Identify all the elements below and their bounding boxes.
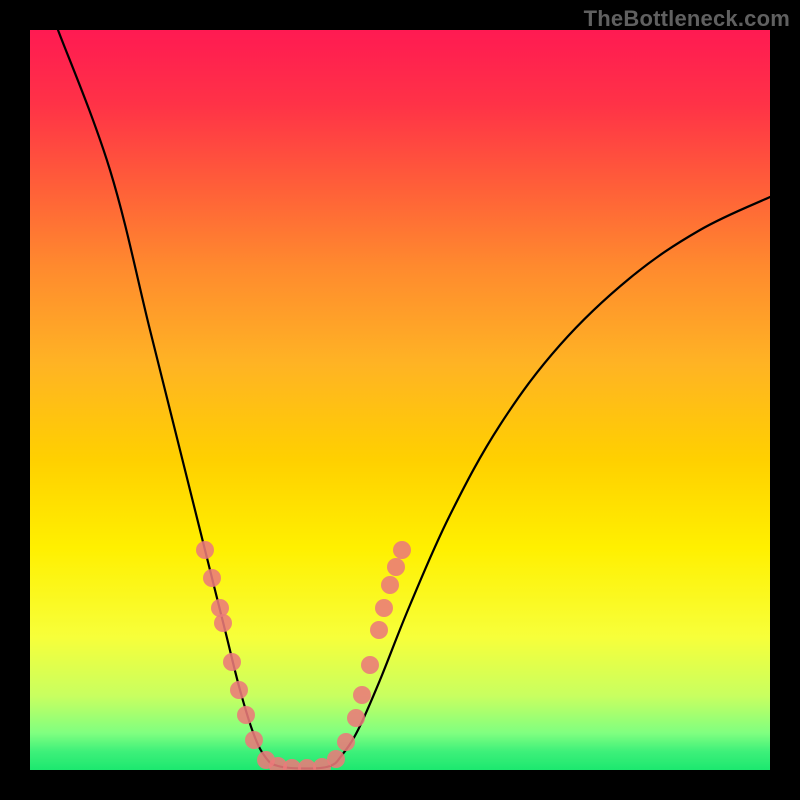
chart-frame: TheBottleneck.com	[0, 0, 800, 800]
data-marker	[375, 599, 393, 617]
data-marker	[353, 686, 371, 704]
chart-svg	[0, 0, 800, 800]
data-marker	[327, 750, 345, 768]
data-marker	[237, 706, 255, 724]
data-marker	[381, 576, 399, 594]
data-marker	[211, 599, 229, 617]
data-marker	[387, 558, 405, 576]
data-marker	[337, 733, 355, 751]
data-marker	[230, 681, 248, 699]
data-marker	[245, 731, 263, 749]
plot-background	[30, 30, 770, 770]
data-marker	[361, 656, 379, 674]
data-marker	[196, 541, 214, 559]
data-marker	[203, 569, 221, 587]
data-marker	[347, 709, 365, 727]
watermark-text: TheBottleneck.com	[584, 6, 790, 32]
data-marker	[370, 621, 388, 639]
data-marker	[223, 653, 241, 671]
data-marker	[393, 541, 411, 559]
data-marker	[214, 614, 232, 632]
